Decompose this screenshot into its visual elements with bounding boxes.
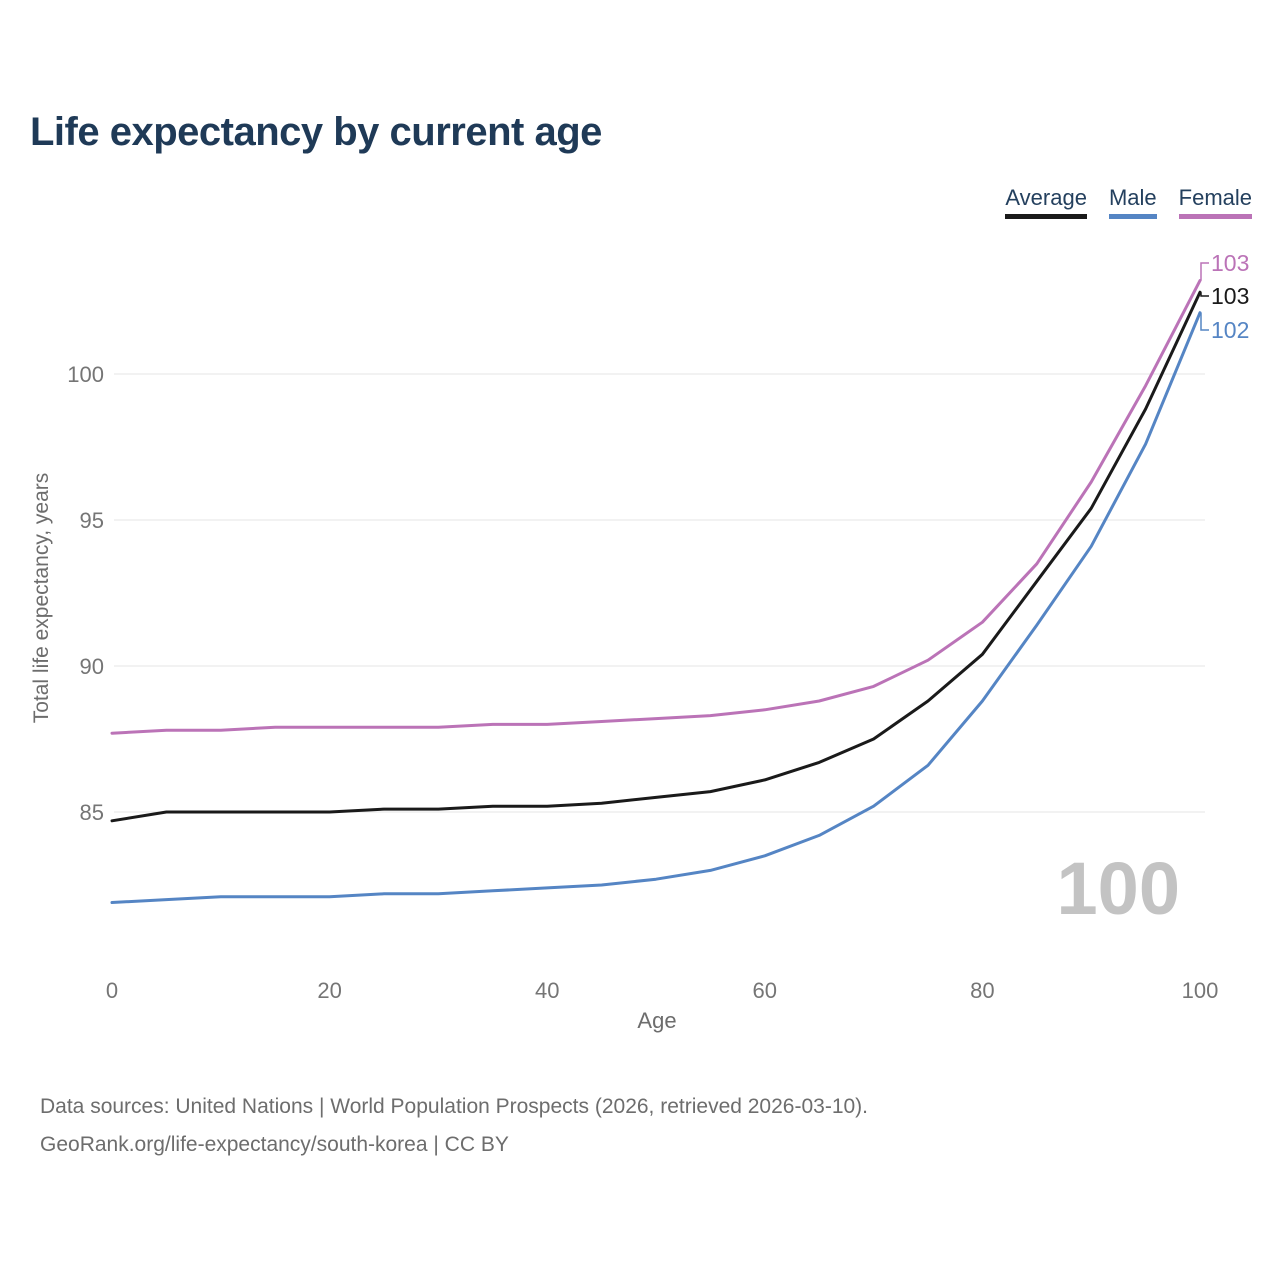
series-line-female[interactable] bbox=[110, 279, 1202, 735]
y-tick-label: 95 bbox=[80, 508, 104, 533]
page-title: Life expectancy by current age bbox=[30, 110, 602, 154]
x-tick-label: 0 bbox=[106, 978, 118, 1003]
end-value-label-average: 103 bbox=[1211, 283, 1250, 309]
x-axis-title: Age bbox=[637, 1008, 677, 1033]
end-label-connector-male bbox=[1200, 312, 1209, 331]
footer-sources-line: Data sources: United Nations | World Pop… bbox=[40, 1095, 869, 1118]
y-tick-label: 90 bbox=[80, 654, 104, 679]
end-value-label-female: 103 bbox=[1211, 250, 1250, 276]
legend: Average Male Female bbox=[1005, 186, 1252, 219]
end-label-connector-female bbox=[1200, 262, 1209, 281]
footer-attribution-line: GeoRank.org/life-expectancy/south-korea … bbox=[40, 1133, 509, 1156]
x-tick-label: 60 bbox=[753, 978, 777, 1003]
legend-item-male[interactable]: Male bbox=[1108, 186, 1157, 219]
y-tick-label: 85 bbox=[80, 800, 104, 825]
x-tick-label: 20 bbox=[317, 978, 341, 1003]
legend-item-female[interactable]: Female bbox=[1178, 186, 1252, 219]
footer: Data sources: United Nations | World Pop… bbox=[40, 1088, 868, 1164]
legend-item-average[interactable]: Average bbox=[1005, 186, 1087, 219]
series-line-male[interactable] bbox=[110, 311, 1202, 904]
y-axis-title: Total life expectancy, years bbox=[30, 472, 53, 724]
age-watermark: 100 bbox=[1056, 847, 1180, 930]
x-tick-label: 100 bbox=[1182, 978, 1219, 1003]
series-line-average[interactable] bbox=[110, 290, 1202, 823]
x-tick-label: 80 bbox=[970, 978, 994, 1003]
end-value-label-male: 102 bbox=[1211, 317, 1250, 343]
x-tick-label: 40 bbox=[535, 978, 559, 1003]
end-label-connector-average bbox=[1200, 292, 1209, 297]
y-tick-label: 100 bbox=[67, 362, 104, 387]
